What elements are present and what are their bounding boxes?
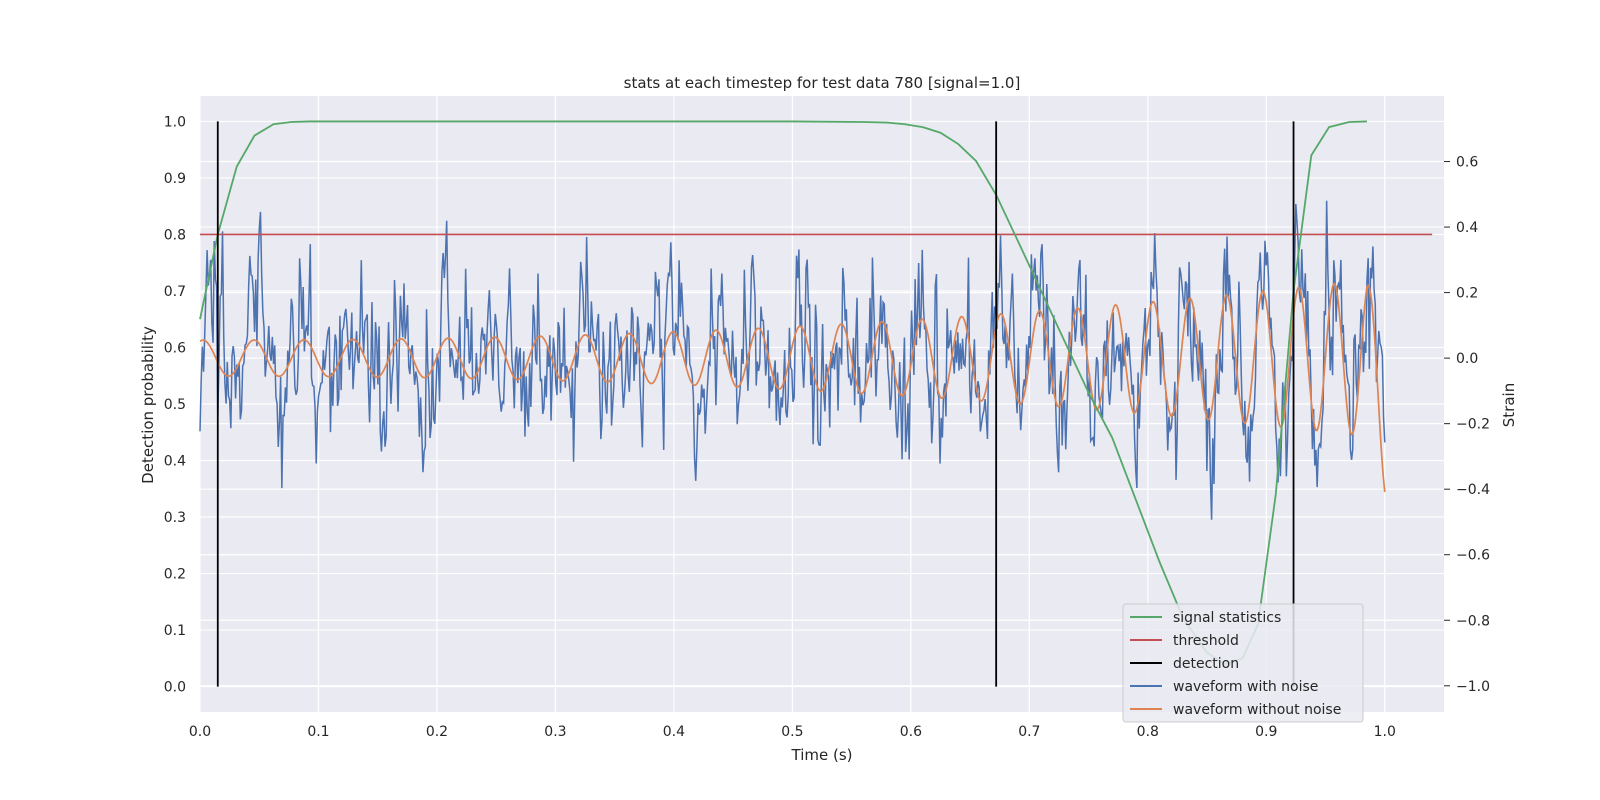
y-tick-label: 0.9	[164, 171, 186, 187]
y2-tick-label: −0.2	[1456, 417, 1490, 433]
series-waveform-without-noise	[199, 282, 1386, 493]
x-tick-label: 0.4	[663, 724, 685, 740]
y-tick-label: 0.8	[164, 227, 186, 243]
x-tick-label: 0.8	[1137, 724, 1159, 740]
y-tick-label: 0.5	[164, 397, 186, 413]
y-tick-label: 0.0	[164, 680, 186, 696]
y2-tick-label: 0.2	[1456, 286, 1478, 302]
y-tick-label: 0.3	[164, 510, 186, 526]
legend-label-signal-statistics: signal statistics	[1173, 610, 1281, 626]
y2-tick-label: −1.0	[1456, 679, 1490, 695]
x-tick-label: 0.5	[781, 724, 803, 740]
y2-tick-label: −0.8	[1456, 613, 1490, 629]
chart-title: stats at each timestep for test data 780…	[624, 74, 1021, 92]
y-tick-label: 0.4	[164, 454, 186, 470]
y2-tick-label: 0.4	[1456, 220, 1478, 236]
x-tick-label: 0.1	[307, 724, 329, 740]
y-tick-label: 0.1	[164, 623, 186, 639]
y-tick-label: 0.2	[164, 567, 186, 583]
y2-tick-label: 0.6	[1456, 155, 1478, 171]
series-waveform-with-noise	[199, 200, 1386, 520]
legend-box	[1122, 603, 1364, 723]
y-tick-label: 1.0	[164, 114, 186, 130]
legend: signal statistics threshold detection wa…	[1122, 603, 1364, 723]
x-tick-label: 0.3	[544, 724, 566, 740]
y-tick-label: 0.6	[164, 340, 186, 356]
legend-label-detection: detection	[1173, 656, 1239, 672]
y-tick-label: 0.7	[164, 284, 186, 300]
x-tick-label: 0.6	[900, 724, 922, 740]
x-axis-label: Time (s)	[791, 746, 853, 764]
x-tick-label: 0.2	[426, 724, 448, 740]
y2-tick-label: 0.0	[1456, 351, 1478, 367]
x-tick-label: 0.7	[1018, 724, 1040, 740]
ticks-layer: 0.0 0.1 0.2 0.3 0.4 0.5 0.6 0.7 0.8 0.9 1.0 0.0 0.1 0…	[164, 114, 1490, 740]
x-tick-label: 0.0	[189, 724, 211, 740]
y2-tick-label: −0.6	[1456, 548, 1490, 564]
legend-label-waveform-without-noise: waveform without noise	[1173, 702, 1341, 718]
y2-tick-label: −0.4	[1456, 482, 1490, 498]
y-axis-label: Detection probability	[139, 326, 157, 484]
legend-label-threshold: threshold	[1173, 633, 1239, 649]
legend-label-waveform-with-noise: waveform with noise	[1173, 679, 1318, 695]
y2-axis-label: Strain	[1500, 383, 1518, 427]
x-tick-label: 1.0	[1374, 724, 1396, 740]
x-tick-label: 0.9	[1255, 724, 1277, 740]
